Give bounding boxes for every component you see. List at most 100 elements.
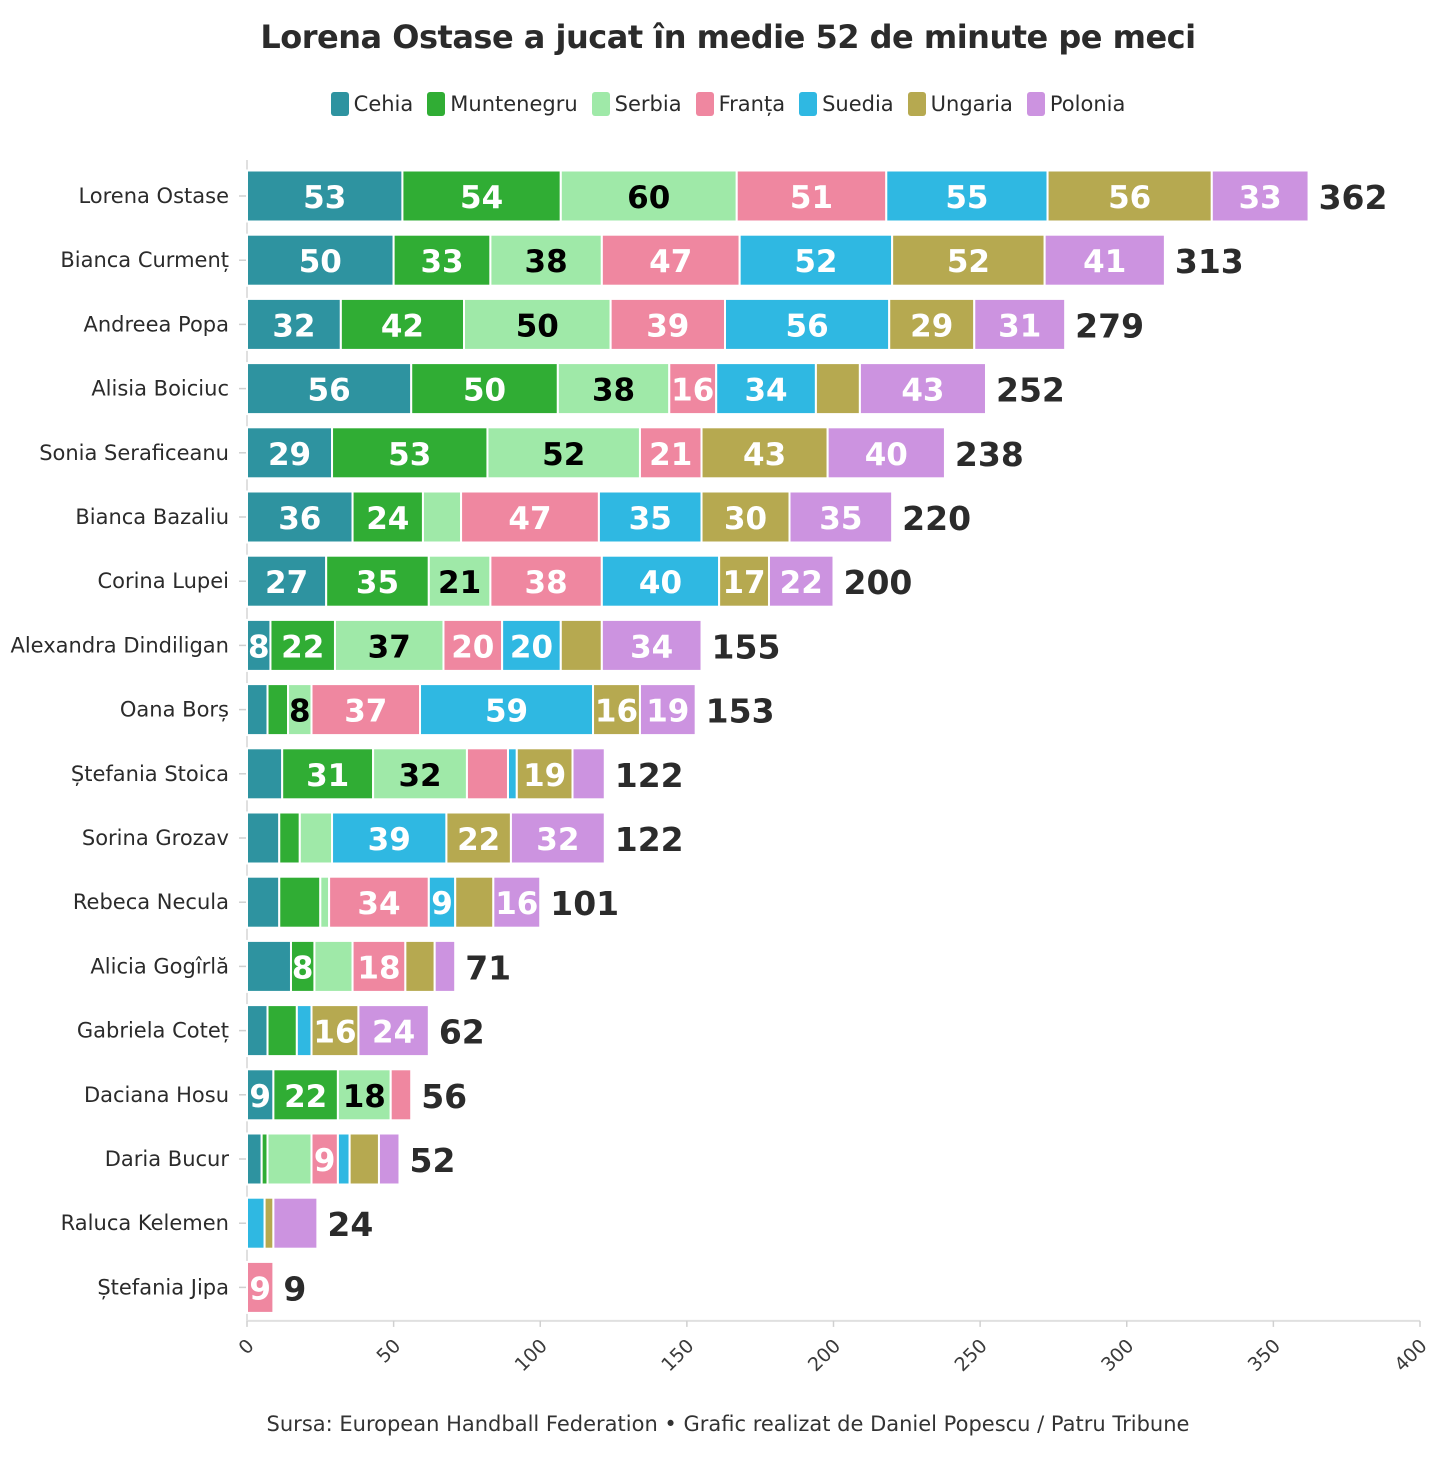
category-label: Alicia Gogîrlă xyxy=(90,954,229,978)
segment-value-label: 60 xyxy=(627,180,670,216)
bar-segment xyxy=(266,1004,298,1058)
bar-segment xyxy=(246,297,342,351)
bar-segment xyxy=(246,1068,275,1122)
segment-value-label: 39 xyxy=(646,308,689,344)
bar-segment xyxy=(246,939,292,993)
legend-label: Suedia xyxy=(822,92,894,116)
total-value-label: 122 xyxy=(615,820,684,859)
segment-value-label: 9 xyxy=(249,1079,271,1115)
segment-value-label: 50 xyxy=(463,373,506,409)
bar-segment xyxy=(246,362,413,416)
segment-value-label: 32 xyxy=(536,822,579,858)
category-label: Ștefania Stoica xyxy=(71,762,229,786)
bar-segment xyxy=(266,1132,313,1186)
segment-value-label: 55 xyxy=(945,180,988,216)
bar-segment xyxy=(592,683,641,737)
segment-value-label: 34 xyxy=(630,629,673,665)
bar-segment xyxy=(700,426,829,480)
category-label: Sonia Seraficeanu xyxy=(39,441,229,465)
bar-segment xyxy=(492,875,542,929)
category-label: Corina Lupei xyxy=(97,569,229,593)
bar-segment xyxy=(1210,169,1310,223)
segment-value-label: 33 xyxy=(1239,180,1282,216)
bar-segment xyxy=(278,811,301,865)
stacked-bar-chart: 0 50 100 150 200 250 300 350 400 Lorena Ostase 53 5… xyxy=(10,160,1432,1376)
bar-segment xyxy=(298,811,334,865)
segment-value-label: 56 xyxy=(1108,180,1151,216)
segment-value-label: 52 xyxy=(794,244,837,280)
bar-segment xyxy=(454,875,495,929)
legend-label: Franța xyxy=(718,92,786,116)
segment-value-label: 22 xyxy=(284,1079,327,1115)
bar-segment xyxy=(826,426,946,480)
segment-value-label: 50 xyxy=(299,244,342,280)
bar-segment xyxy=(559,169,738,223)
bar-segment xyxy=(272,1196,319,1250)
bar-segment xyxy=(700,490,791,544)
category-label: Daria Bucur xyxy=(105,1147,230,1171)
segment-value-label: 52 xyxy=(947,244,990,280)
total-value-label: 52 xyxy=(409,1141,455,1180)
x-tick-label: 150 xyxy=(657,1335,698,1376)
segment-value-label: 38 xyxy=(592,373,635,409)
bar-segment xyxy=(263,1196,275,1250)
bar-segment xyxy=(556,362,671,416)
x-tick-label: 300 xyxy=(1097,1335,1138,1376)
legend-swatch xyxy=(427,92,446,116)
chart-title: Lorena Ostase a jucat în medie 52 de min… xyxy=(260,18,1196,56)
total-value-label: 252 xyxy=(996,371,1065,410)
bar-segment xyxy=(638,426,703,480)
bar-segment xyxy=(377,1132,401,1186)
segment-value-label: 9 xyxy=(249,1271,271,1307)
legend-label: Polonia xyxy=(1049,92,1126,116)
segment-value-label: 53 xyxy=(303,180,346,216)
bar-segment xyxy=(427,554,492,608)
bar-segment xyxy=(272,1068,339,1122)
segment-value-label: 34 xyxy=(357,886,400,922)
segment-value-label: 50 xyxy=(516,308,559,344)
segment-value-label: 16 xyxy=(495,886,538,922)
bar-segment xyxy=(246,426,334,480)
total-value-label: 122 xyxy=(615,756,684,795)
total-value-label: 153 xyxy=(706,692,775,731)
total-value-label: 71 xyxy=(465,948,511,987)
bar-segment xyxy=(389,1068,413,1122)
bar-segment xyxy=(571,747,606,801)
x-tick-label: 350 xyxy=(1244,1335,1285,1376)
bar-segment xyxy=(351,939,407,993)
legend-label: Ungaria xyxy=(930,92,1013,116)
legend: Cehia Muntenegru Serbia Franța Suedia Ungaria… xyxy=(0,92,1456,116)
segment-value-label: 20 xyxy=(510,629,553,665)
total-value-label: 62 xyxy=(439,1013,485,1052)
segment-value-label: 37 xyxy=(368,629,411,665)
category-label: Bianca Curmenț xyxy=(60,248,229,272)
category-label: Oana Borș xyxy=(120,698,229,722)
bar-segment xyxy=(489,554,603,608)
bar-segment xyxy=(319,875,331,929)
bar-segment xyxy=(246,875,281,929)
bar-segment xyxy=(723,297,891,351)
segment-value-label: 19 xyxy=(646,694,689,730)
bar-segment xyxy=(313,939,354,993)
bar-segment xyxy=(404,939,436,993)
segment-value-label: 41 xyxy=(1083,244,1126,280)
segment-value-label: 40 xyxy=(639,565,682,601)
bar-segment xyxy=(246,811,281,865)
segment-value-label: 8 xyxy=(289,694,311,730)
x-tick-label: 0 xyxy=(234,1335,258,1359)
segment-value-label: 19 xyxy=(523,758,566,794)
bar-segment xyxy=(357,1004,430,1058)
bar-segment xyxy=(715,362,817,416)
bar-segment xyxy=(246,1132,263,1186)
legend-swatch xyxy=(695,92,714,116)
bar-segment xyxy=(509,811,606,865)
segment-value-label: 24 xyxy=(366,501,409,537)
segment-value-label: 33 xyxy=(420,244,463,280)
segment-value-label: 52 xyxy=(542,437,585,473)
bar-segment xyxy=(600,618,703,672)
segment-value-label: 16 xyxy=(595,694,638,730)
segment-value-label: 31 xyxy=(998,308,1041,344)
legend-label: Cehia xyxy=(353,92,414,116)
bar-segment xyxy=(331,811,448,865)
bar-segment xyxy=(419,683,595,737)
